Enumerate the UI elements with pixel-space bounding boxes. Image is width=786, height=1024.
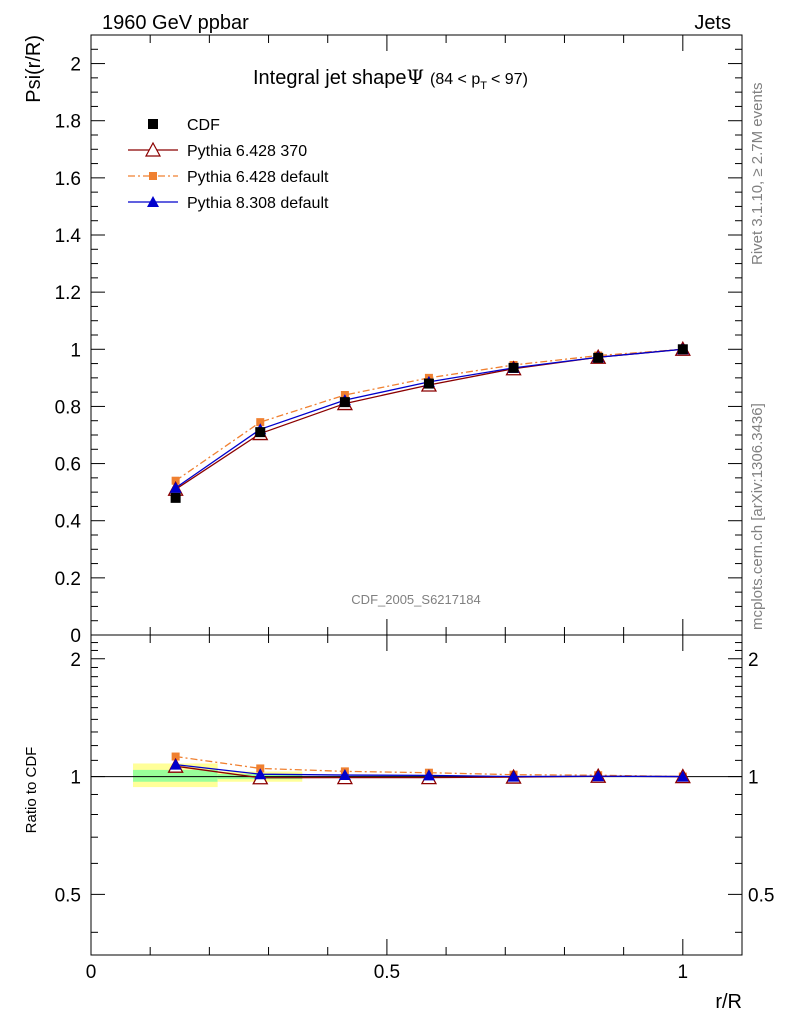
legend-label-cdf: CDF xyxy=(187,117,220,134)
legend-entry-pythia6-370: Pythia 6.428 370 xyxy=(128,141,307,160)
ratio-panel: 0.5 0.51 12 2 0 0.5 1 Ratio to CDF r/R xyxy=(23,35,774,1013)
cdf-data-point xyxy=(508,362,519,373)
cdf-data-point xyxy=(170,492,181,503)
main-y-tick-label: 1.4 xyxy=(55,226,82,247)
ratio-pythia8-default-point xyxy=(507,770,520,782)
legend-marker-pythia6-370 xyxy=(144,141,162,157)
ratio-y-tick-label: 0.5 xyxy=(55,885,81,906)
main-y-tick-label: 0.8 xyxy=(55,397,81,418)
x-tick-label: 1 xyxy=(678,962,689,983)
main-y-axis-label: Psi(r/R) xyxy=(23,35,45,103)
cdf-data-point xyxy=(677,344,688,355)
legend-marker-cdf xyxy=(148,119,158,129)
pythia8-default-point xyxy=(169,481,182,493)
chart-title: Integral jet shapeΨ (84 < pT < 97) xyxy=(253,65,528,92)
ratio-pythia8-default-point xyxy=(676,770,689,782)
main-line-2 xyxy=(175,348,683,482)
x-axis: 0 0.5 1 xyxy=(86,35,743,983)
main-y-tick-label: 0.2 xyxy=(55,569,81,590)
pythia6-default-point xyxy=(171,476,180,485)
main-y-tick-label: 2 xyxy=(70,55,81,76)
cdf-data-point xyxy=(423,378,434,389)
main-y-tick-label: 1.6 xyxy=(55,169,81,190)
legend-label-pythia6-default: Pythia 6.428 default xyxy=(187,169,329,186)
legend-marker-pythia8-default xyxy=(147,196,159,207)
ratio-pythia8-default-point xyxy=(422,769,435,781)
ratio-y-tick-label: 2 xyxy=(70,650,81,671)
legend-marker-pythia6-default xyxy=(149,172,157,180)
ratio-y-axis-label: Ratio to CDF xyxy=(23,747,40,834)
main-y-tick-label: 1.2 xyxy=(55,283,81,304)
ratio-y-tick-label-right: 0.5 xyxy=(748,885,774,906)
main-y-axis: 0 0.2 0.4 0.6 0.8 1 1.2 1.4 1.6 1.8 2 xyxy=(55,48,742,647)
cdf-data-point xyxy=(339,397,350,408)
main-series-group xyxy=(167,340,691,503)
analysis-watermark: CDF_2005_S6217184 xyxy=(351,592,480,607)
main-y-tick-label: 0.6 xyxy=(55,455,81,476)
ratio-series-group xyxy=(167,752,691,785)
cdf-data-point xyxy=(593,352,604,363)
header-right: Jets xyxy=(694,12,731,34)
main-y-tick-label: 1 xyxy=(70,340,81,361)
legend: CDF Pythia 6.428 370 Pythia 6.428 defaul… xyxy=(128,117,329,212)
side-label-top: Rivet 3.1.10, ≥ 2.7M events xyxy=(749,83,766,266)
legend-entry-pythia8-default: Pythia 8.308 default xyxy=(128,195,329,212)
ratio-pythia8-default-point xyxy=(254,768,267,780)
legend-entry-pythia6-default: Pythia 6.428 default xyxy=(128,169,329,186)
ratio-y-tick-label-right: 1 xyxy=(748,768,759,789)
ratio-pythia6-default-point xyxy=(171,752,180,761)
header-left: 1960 GeV ppbar xyxy=(102,12,249,34)
cdf-data-point xyxy=(255,427,266,438)
main-y-tick-label: 1.8 xyxy=(55,112,81,133)
main-y-tick-label: 0.4 xyxy=(55,512,82,533)
ratio-pythia8-default-point xyxy=(169,758,182,770)
legend-label-pythia6-370: Pythia 6.428 370 xyxy=(187,143,307,160)
legend-label-pythia8-default: Pythia 8.308 default xyxy=(187,195,329,212)
ratio-y-axis: 0.5 0.5 1 1 2 2 xyxy=(55,642,774,933)
ratio-y-tick-label: 1 xyxy=(70,768,81,789)
ratio-uncertainty-bands xyxy=(133,763,303,788)
main-line-3 xyxy=(175,348,683,489)
ratio-plot-frame xyxy=(90,634,743,956)
ratio-band-green xyxy=(133,769,218,782)
main-panel: 0 0.2 0.4 0.6 0.8 1 1.2 1.4 1.6 1.8 2 Psi(r/R) Int… xyxy=(23,34,743,647)
side-label-bottom: mcplots.cern.ch [arXiv:1306.3436] xyxy=(749,403,766,630)
main-line-1 xyxy=(175,348,683,490)
ratio-pythia8-default-point xyxy=(338,769,351,781)
ratio-y-tick-label-right: 2 xyxy=(748,650,759,671)
pythia6-default-point xyxy=(256,418,265,427)
x-tick-label: 0 xyxy=(86,962,97,983)
main-y-tick-label: 0 xyxy=(70,626,81,647)
x-axis-label: r/R xyxy=(715,991,742,1013)
legend-entry-cdf: CDF xyxy=(148,117,220,134)
x-tick-label: 0.5 xyxy=(374,962,400,983)
ratio-pythia8-default-point xyxy=(592,770,605,782)
